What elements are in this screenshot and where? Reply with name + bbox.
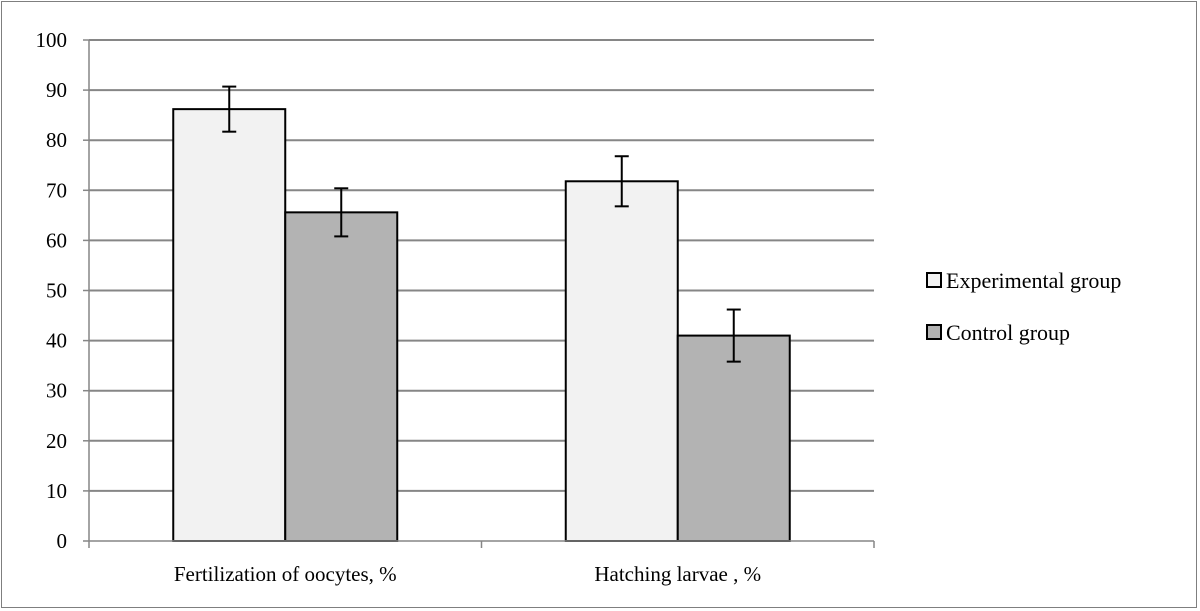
y-tick-label-70: 70	[46, 178, 67, 202]
bar-0-0	[172, 108, 287, 542]
y-tick-label-20: 20	[46, 429, 67, 453]
legend-swatch-1	[926, 324, 942, 340]
x-tick-label-0: Fertilization of oocytes, %	[174, 562, 397, 586]
y-tick-label-100: 100	[36, 28, 68, 52]
bars	[172, 108, 791, 542]
y-tick-label-30: 30	[46, 379, 67, 403]
y-tick-label-80: 80	[46, 128, 67, 152]
legend-label-1: Control group	[946, 320, 1070, 345]
y-tick-label-50: 50	[46, 279, 67, 303]
axes	[83, 39, 875, 548]
y-tick-label-90: 90	[46, 78, 67, 102]
legend: Experimental group Control group	[926, 268, 1121, 345]
y-tick-label-40: 40	[46, 329, 67, 353]
bar-0-1	[284, 211, 399, 542]
legend-swatch-0	[926, 272, 942, 288]
y-tick-label-0: 0	[57, 529, 68, 553]
y-tick-label-60: 60	[46, 228, 67, 252]
tick-labels: 0 10 20 30 40 50 60 70 80 90 100 Fertilization of o…	[36, 28, 762, 586]
error-bars	[222, 85, 741, 363]
legend-label-0: Experimental group	[946, 268, 1121, 293]
y-tick-label-10: 10	[46, 479, 67, 503]
x-tick-label-1: Hatching larvae , %	[594, 562, 761, 586]
bar-1-0	[564, 180, 679, 542]
bar-1-1	[676, 334, 791, 542]
